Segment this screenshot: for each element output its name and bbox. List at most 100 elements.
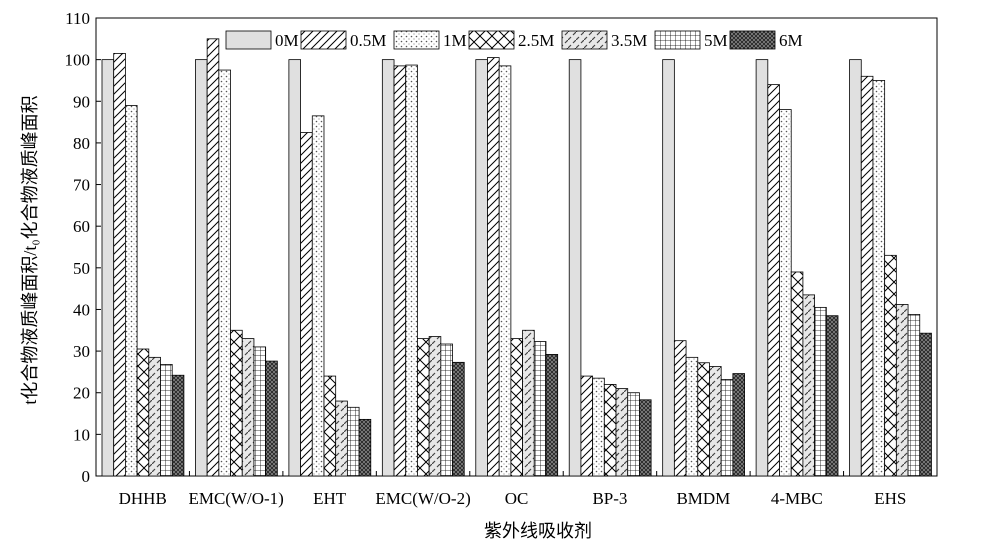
y-tick-label: 100 — [65, 51, 91, 70]
y-tick-label: 20 — [73, 384, 90, 403]
bars-group — [101, 38, 932, 477]
y-tick-label: 50 — [73, 259, 90, 278]
bar-3.5M-4-MBC — [802, 294, 816, 477]
bar-2.5M-DHHB — [136, 348, 150, 477]
bar-0M-EMC(W/O-1) — [195, 59, 208, 477]
y-tick-label: 70 — [73, 176, 90, 195]
bar-2.5M-EMC(W/O-1) — [230, 329, 243, 477]
x-tick-label: BMDM — [676, 489, 730, 508]
x-tick-label: EHS — [874, 489, 906, 508]
bar-2.5M-4-MBC — [790, 271, 804, 477]
bar-2.5M-EHS — [884, 254, 897, 477]
bar-1M-BP-3 — [592, 377, 605, 477]
bar-6M-EMC(W/O-2) — [452, 361, 465, 477]
bar-3.5M-EHT — [335, 400, 348, 477]
bar-6M-EMC(W/O-1) — [265, 360, 278, 477]
bar-3.5M-OC — [522, 329, 535, 477]
axes-group: 0 10 20 30 40 50 60 70 80 90 100 110 DHHB EMC(W/O-1) E… — [65, 9, 907, 508]
bar-5M-DHHB — [160, 364, 173, 477]
bar-0M-4-MBC — [755, 59, 769, 477]
legend-swatch-1M — [393, 30, 440, 50]
bar-0M-OC — [475, 59, 488, 477]
legend-label-2.5M: 2.5M — [518, 31, 554, 50]
bar-1M-4-MBC — [779, 109, 792, 477]
bar-1M-EHT — [311, 115, 325, 477]
bar-0.5M-EMC(W/O-2) — [393, 65, 407, 477]
bar-6M-EHS — [919, 332, 932, 477]
bar-2.5M-OC — [510, 338, 523, 477]
legend-swatch-5M — [654, 30, 701, 50]
bar-3.5M-DHHB — [148, 356, 161, 477]
y-tick-label: 10 — [73, 425, 90, 444]
bar-1M-EMC(W/O-2) — [405, 64, 418, 477]
legend-label-6M: 6M — [779, 31, 803, 50]
bar-0.5M-EMC(W/O-1) — [206, 38, 220, 477]
bar-0.5M-DHHB — [113, 52, 126, 477]
bar-0.5M-EHS — [860, 75, 874, 477]
y-tick-label: 0 — [82, 467, 91, 486]
x-axis-title: 紫外线吸收剂 — [484, 521, 592, 541]
legend-swatch-3.5M — [561, 30, 608, 50]
y-tick-label: 30 — [73, 342, 90, 361]
y-tick-label: 60 — [73, 217, 90, 236]
bar-6M-DHHB — [171, 374, 185, 477]
bar-6M-4-MBC — [825, 315, 839, 477]
bar-1M-EMC(W/O-1) — [218, 69, 231, 477]
y-tick-label: 110 — [65, 9, 90, 28]
bar-0M-EHT — [288, 59, 301, 477]
x-tick-label: EMC(W/O-1) — [188, 489, 283, 508]
x-tick-label: DHHB — [119, 489, 167, 508]
legend-swatch-6M — [729, 30, 776, 50]
bar-0.5M-EHT — [300, 132, 313, 477]
x-tick-label: BP-3 — [592, 489, 627, 508]
bar-5M-EMC(W/O-2) — [440, 343, 453, 477]
bar-3.5M-EHS — [895, 304, 909, 477]
legend-swatch-0M — [225, 30, 272, 50]
legend-swatch-2.5M — [468, 30, 515, 50]
bar-1M-OC — [498, 65, 512, 477]
bar-5M-BP-3 — [627, 392, 640, 477]
bar-2.5M-EMC(W/O-2) — [417, 338, 430, 477]
legend-label-5M: 5M — [704, 31, 728, 50]
x-tick-label: EMC(W/O-2) — [375, 489, 470, 508]
y-tick-label: 90 — [73, 92, 90, 111]
bar-5M-4-MBC — [814, 306, 827, 477]
legend-label-0.5M: 0.5M — [350, 31, 386, 50]
bar-5M-EHT — [346, 406, 360, 477]
bar-2.5M-EHT — [323, 375, 337, 477]
bar-0M-BP-3 — [568, 59, 582, 477]
bar-5M-OC — [533, 341, 547, 477]
bar-0M-EHS — [849, 59, 862, 477]
legend-label-0M: 0M — [275, 31, 299, 50]
bar-2.5M-BP-3 — [603, 383, 617, 477]
bar-5M-BMDM — [720, 379, 734, 477]
x-tick-label: OC — [505, 489, 529, 508]
bar-1M-DHHB — [125, 105, 138, 477]
bar-6M-EHT — [358, 418, 372, 477]
bar-3.5M-BP-3 — [615, 388, 629, 477]
bar-5M-EMC(W/O-1) — [253, 346, 267, 477]
bar-0.5M-BMDM — [673, 340, 687, 477]
bar-0.5M-4-MBC — [767, 84, 780, 477]
y-tick-label: 80 — [73, 134, 90, 153]
legend-label-1M: 1M — [443, 31, 467, 50]
bar-3.5M-BMDM — [709, 366, 722, 477]
bar-1M-BMDM — [685, 356, 699, 477]
y-tick-label: 40 — [73, 300, 90, 319]
bar-1M-EHS — [872, 80, 886, 477]
bar-0M-BMDM — [662, 59, 675, 477]
bar-6M-BMDM — [732, 373, 745, 477]
bar-0M-DHHB — [101, 59, 115, 477]
legend-label-3.5M: 3.5M — [611, 31, 647, 50]
legend: 0M 0.5M 1M 2.5M 3.5M 5M 6M — [225, 30, 803, 50]
bar-0M-EMC(W/O-2) — [381, 59, 395, 477]
bar-6M-OC — [545, 354, 559, 477]
bar-3.5M-EMC(W/O-2) — [428, 336, 442, 477]
bar-6M-BP-3 — [639, 399, 652, 477]
bar-0.5M-OC — [487, 57, 500, 477]
x-tick-label: EHT — [313, 489, 347, 508]
bar-3.5M-EMC(W/O-1) — [241, 338, 255, 477]
y-axis-title: t化合物液质峰面积/t₀化合物液质峰面积 — [20, 95, 40, 404]
bar-5M-EHS — [907, 314, 921, 477]
